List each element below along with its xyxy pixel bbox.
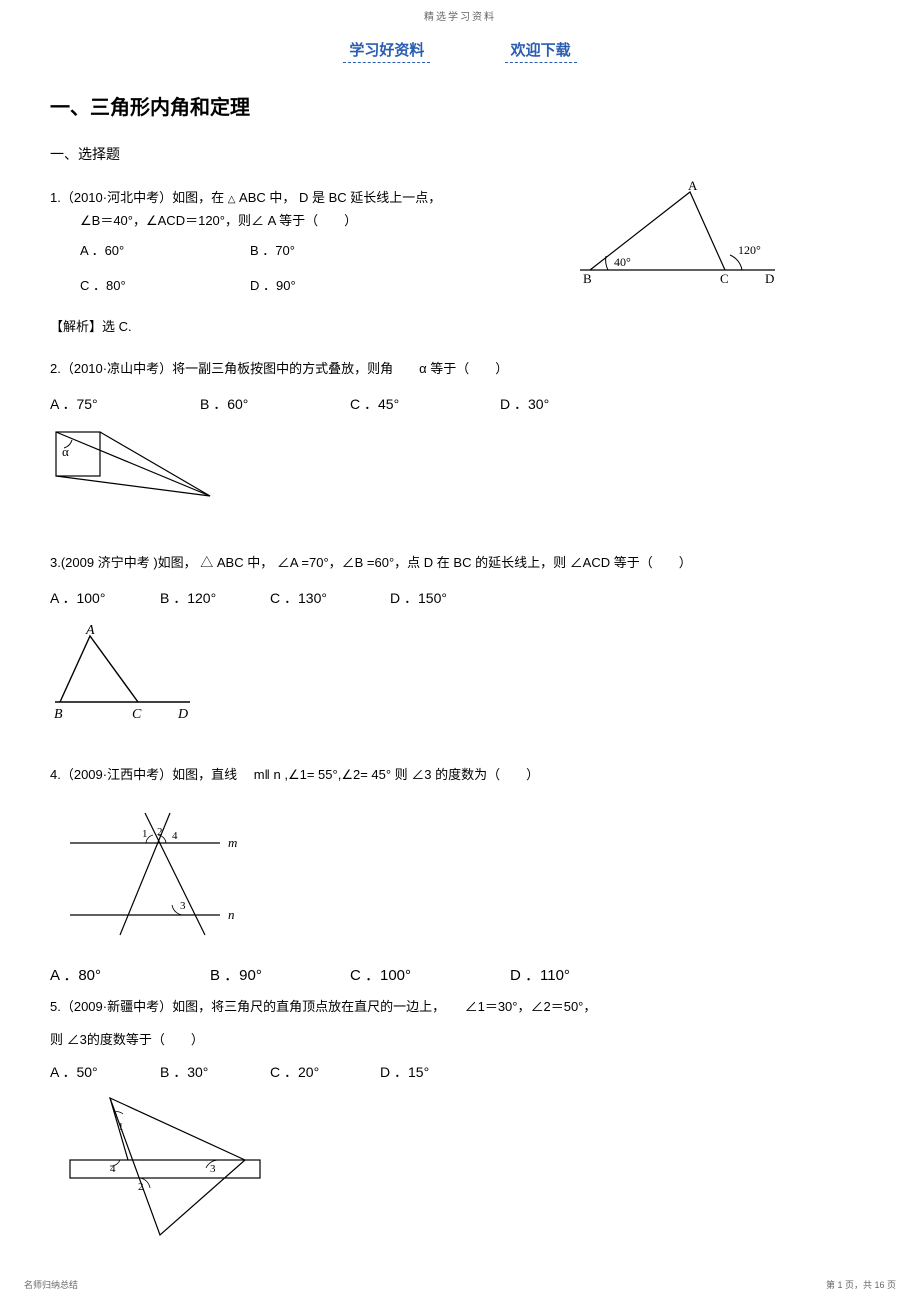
q4-optD: D ．110° bbox=[510, 964, 650, 985]
q4-optA: A ．80° bbox=[50, 964, 210, 985]
q1-optB: B ．70° bbox=[250, 239, 420, 262]
q5-fig-2: 2 bbox=[138, 1181, 144, 1193]
q4-fig-3: 3 bbox=[180, 900, 186, 912]
q5-text: 5.（2009·新疆中考）如图，将三角尺的直角顶点放在直尺的一边上， ∠1＝30… bbox=[50, 999, 596, 1014]
header-right: 欢迎下载 bbox=[505, 39, 577, 63]
footer: 名师归纳总结 第 1 页，共 16 页 bbox=[24, 1278, 896, 1291]
q3-text: 3.(2009 济宁中考 )如图， △ ABC 中， ∠A =70°，∠B =6… bbox=[50, 555, 692, 570]
q4-options: A ．80° B ．90° C ．100° D ．110° bbox=[50, 964, 870, 985]
question-5: 5.（2009·新疆中考）如图，将三角尺的直角顶点放在直尺的一边上， ∠1＝30… bbox=[50, 995, 870, 1052]
q3-optC: C ．130° bbox=[270, 588, 390, 608]
page: 精选学习资料 学习好资料 欢迎下载 一、三角形内角和定理 一、选择题 1.（20… bbox=[0, 0, 920, 1303]
q2-optD: D ．30° bbox=[500, 394, 610, 414]
q5-options: A ．50° B ．30° C ．20° D ．15° bbox=[50, 1062, 870, 1082]
question-3: 3.(2009 济宁中考 )如图， △ ABC 中， ∠A =70°，∠B =6… bbox=[50, 551, 870, 574]
q2-options: A ．75° B ．60° C ．45° D ．30° bbox=[50, 394, 870, 414]
q3-optA: A ．100° bbox=[50, 588, 160, 608]
q2-optA: A ．75° bbox=[50, 394, 160, 414]
q1-text-b: ABC 中， D 是 BC 延长线上一点， bbox=[239, 190, 441, 205]
q4-optC: C ．100° bbox=[350, 964, 510, 985]
q4-fig-4: 4 bbox=[172, 830, 178, 842]
top-note: 精选学习资料 bbox=[50, 0, 870, 23]
q2-alpha: α bbox=[62, 444, 69, 459]
q4-text: 4.（2009·江西中考）如图，直线 m‖ n ,∠1= 55°,∠2= 45°… bbox=[50, 767, 539, 782]
header-line: 学习好资料 欢迎下载 bbox=[50, 39, 870, 63]
q5-optC: C ．20° bbox=[270, 1062, 380, 1082]
q3-optB: B ．120° bbox=[160, 588, 270, 608]
q4-figure: m n 1 2 4 3 bbox=[50, 805, 250, 945]
q5-fig-4: 4 bbox=[110, 1163, 116, 1175]
q1-fig-120: 120° bbox=[738, 243, 761, 257]
q5-fig-3: 3 bbox=[210, 1163, 216, 1175]
q1-optC: C ．80° bbox=[80, 274, 250, 297]
q4-fig-m: m bbox=[228, 835, 237, 850]
q3-fig-B: B bbox=[54, 707, 63, 722]
question-4: 4.（2009·江西中考）如图，直线 m‖ n ,∠1= 55°,∠2= 45°… bbox=[50, 763, 870, 786]
q5-optB: B ．30° bbox=[160, 1062, 270, 1082]
q1-optA: A ．60° bbox=[80, 239, 250, 262]
header-left: 学习好资料 bbox=[343, 39, 430, 63]
q3-fig-A: A bbox=[85, 624, 95, 638]
footer-left: 名师归纳总结 bbox=[24, 1278, 78, 1291]
q3-fig-C: C bbox=[132, 707, 142, 722]
q1-answer: 【解析】选 C. bbox=[50, 316, 870, 335]
q3-fig-D: D bbox=[177, 707, 188, 722]
question-1: 1.（2010·河北中考）如图，在 △ ABC 中， D 是 BC 延长线上一点… bbox=[50, 186, 870, 298]
q5-line2: 则 ∠3的度数等于（ ） bbox=[50, 1028, 870, 1051]
q1-fig-C: C bbox=[720, 271, 729, 286]
q2-optB: B ．60° bbox=[200, 394, 310, 414]
q5-optD: D ．15° bbox=[380, 1062, 490, 1082]
footer-right: 第 1 页，共 16 页 bbox=[826, 1278, 896, 1291]
q2-figure: α bbox=[50, 426, 220, 506]
q1-fig-B: B bbox=[583, 271, 592, 286]
section-title: 一、三角形内角和定理 bbox=[50, 91, 870, 120]
q1-tri: △ bbox=[228, 194, 236, 205]
q5-figure: 1 4 3 2 bbox=[50, 1090, 270, 1240]
q4-fig-n: n bbox=[228, 907, 235, 922]
q1-optD: D ．90° bbox=[250, 274, 420, 297]
q4-optB: B ．90° bbox=[210, 964, 350, 985]
q4-fig-1: 1 bbox=[142, 828, 148, 840]
q3-optD: D ．150° bbox=[390, 588, 500, 608]
q5-fig-1: 1 bbox=[118, 1121, 124, 1133]
q1-fig-D: D bbox=[765, 271, 774, 286]
q2-optC: C ．45° bbox=[350, 394, 460, 414]
q3-figure: A B C D bbox=[50, 624, 210, 724]
q3-options: A ．100° B ．120° C ．130° D ．150° bbox=[50, 588, 870, 608]
q1-fig-A: A bbox=[688, 180, 698, 193]
q5-optA: A ．50° bbox=[50, 1062, 160, 1082]
q1-fig-40: 40° bbox=[614, 255, 631, 269]
sub-heading: 一、选择题 bbox=[50, 144, 870, 164]
q2-text: 2.（2010·凉山中考）将一副三角板按图中的方式叠放，则角 α 等于（ ） bbox=[50, 361, 508, 376]
q1-text-a: 1.（2010·河北中考）如图，在 bbox=[50, 190, 224, 205]
question-2: 2.（2010·凉山中考）将一副三角板按图中的方式叠放，则角 α 等于（ ） bbox=[50, 357, 870, 380]
q1-figure: A B C D 40° 120° bbox=[580, 180, 780, 290]
